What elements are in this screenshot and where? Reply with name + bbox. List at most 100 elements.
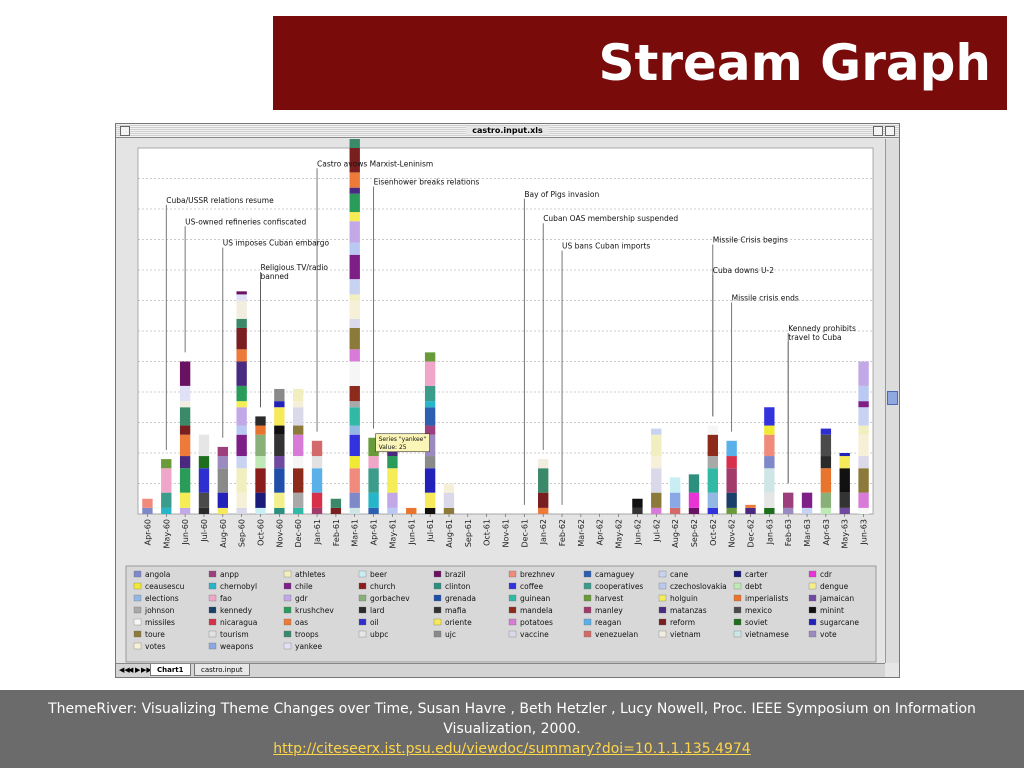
legend-label[interactable]: carter [745, 570, 768, 579]
legend-label[interactable]: jamaican [819, 594, 854, 603]
legend-swatch[interactable] [808, 594, 817, 602]
bar-segment[interactable] [349, 148, 360, 173]
bar-segment[interactable] [688, 492, 700, 508]
bar-segment[interactable] [349, 361, 360, 386]
bar-segment[interactable] [236, 492, 247, 508]
legend-label[interactable]: brazil [445, 570, 466, 579]
legend-swatch[interactable] [733, 570, 742, 578]
bar-segment[interactable] [274, 456, 285, 469]
scrollbar-thumb[interactable] [887, 391, 898, 405]
bar-segment[interactable] [858, 492, 869, 508]
bar-segment[interactable] [764, 407, 775, 426]
legend-label[interactable]: brezhnev [520, 570, 555, 579]
bar-segment[interactable] [783, 492, 794, 508]
legend-label[interactable]: yankee [295, 642, 322, 651]
bar-segment[interactable] [293, 425, 304, 435]
legend-label[interactable]: vote [820, 630, 837, 639]
bar-segment[interactable] [349, 434, 360, 457]
next-sheet-icon[interactable]: ▶ [135, 666, 141, 674]
bar-segment[interactable] [651, 428, 662, 435]
legend-swatch[interactable] [133, 630, 142, 638]
bar-segment[interactable] [349, 401, 360, 408]
bar-segment[interactable] [274, 468, 285, 493]
bar-segment[interactable] [349, 187, 360, 194]
bar-segment[interactable] [198, 434, 210, 457]
legend-label[interactable]: krushchev [295, 606, 334, 615]
legend-swatch[interactable] [508, 618, 517, 626]
legend-label[interactable]: ubpc [370, 630, 388, 639]
bar-segment[interactable] [293, 407, 304, 426]
legend-label[interactable]: chernobyl [220, 582, 257, 591]
bar-segment[interactable] [745, 504, 756, 508]
bar-segment[interactable] [217, 507, 228, 514]
bar-segment[interactable] [349, 492, 360, 508]
bar-segment[interactable] [424, 434, 436, 457]
bar-segment[interactable] [538, 459, 549, 469]
bar-segment[interactable] [179, 507, 191, 514]
bar-segment[interactable] [538, 468, 549, 493]
bar-segment[interactable] [293, 507, 304, 514]
bar-segment[interactable] [311, 468, 323, 493]
bar-segment[interactable] [726, 456, 737, 469]
bar-segment[interactable] [858, 407, 869, 426]
collapse-icon[interactable] [885, 126, 895, 136]
legend-label[interactable]: gorbachev [370, 594, 410, 603]
bar-segment[interactable] [349, 279, 360, 295]
legend-label[interactable]: oriente [445, 618, 472, 627]
legend-swatch[interactable] [283, 618, 292, 626]
bar-segment[interactable] [764, 468, 775, 493]
legend-label[interactable]: mandela [520, 606, 553, 615]
bar-segment[interactable] [820, 456, 832, 469]
bar-segment[interactable] [179, 401, 191, 408]
legend-swatch[interactable] [283, 570, 292, 578]
legend-swatch[interactable] [208, 570, 217, 578]
bar-segment[interactable] [424, 456, 436, 469]
legend-label[interactable]: athletes [295, 570, 326, 579]
bar-segment[interactable] [707, 468, 718, 493]
tab-castro-input[interactable]: castro.input [194, 664, 250, 676]
legend-swatch[interactable] [433, 630, 442, 638]
legend-label[interactable]: chile [295, 582, 313, 591]
bar-segment[interactable] [236, 300, 247, 319]
bar-segment[interactable] [255, 468, 266, 493]
legend-label[interactable]: kennedy [220, 606, 253, 615]
legend-swatch[interactable] [508, 582, 517, 590]
bar-segment[interactable] [161, 492, 172, 508]
legend-label[interactable]: weapons [220, 642, 253, 651]
legend-swatch[interactable] [508, 570, 517, 578]
legend-label[interactable]: venezuelan [595, 630, 638, 639]
bar-segment[interactable] [368, 507, 379, 514]
bar-segment[interactable] [198, 456, 210, 469]
legend-swatch[interactable] [733, 630, 742, 638]
bar-segment[interactable] [274, 388, 285, 402]
bar-segment[interactable] [368, 456, 379, 469]
bar-segment[interactable] [349, 456, 360, 469]
bar-segment[interactable] [217, 468, 228, 493]
bar-segment[interactable] [745, 507, 756, 514]
bar-segment[interactable] [688, 507, 700, 514]
bar-segment[interactable] [726, 492, 737, 508]
legend-swatch[interactable] [733, 618, 742, 626]
bar-segment[interactable] [726, 440, 737, 457]
bar-segment[interactable] [274, 507, 285, 514]
bar-segment[interactable] [255, 492, 266, 508]
legend-label[interactable]: soviet [745, 618, 768, 627]
legend-swatch[interactable] [508, 630, 517, 638]
bar-segment[interactable] [820, 428, 832, 435]
legend-label[interactable]: cane [670, 570, 688, 579]
legend-label[interactable]: debt [745, 582, 762, 591]
bar-segment[interactable] [179, 407, 191, 426]
bar-segment[interactable] [311, 492, 323, 508]
bar-segment[interactable] [669, 477, 681, 493]
bar-segment[interactable] [179, 434, 191, 457]
bar-segment[interactable] [179, 425, 191, 435]
bar-segment[interactable] [726, 507, 737, 514]
legend-swatch[interactable] [208, 594, 217, 602]
bar-segment[interactable] [311, 440, 323, 457]
bar-segment[interactable] [349, 349, 360, 362]
bar-segment[interactable] [274, 407, 285, 426]
legend-label[interactable]: cooperatives [595, 582, 643, 591]
bar-segment[interactable] [707, 507, 718, 514]
legend-label[interactable]: imperialists [745, 594, 789, 603]
legend-swatch[interactable] [508, 594, 517, 602]
